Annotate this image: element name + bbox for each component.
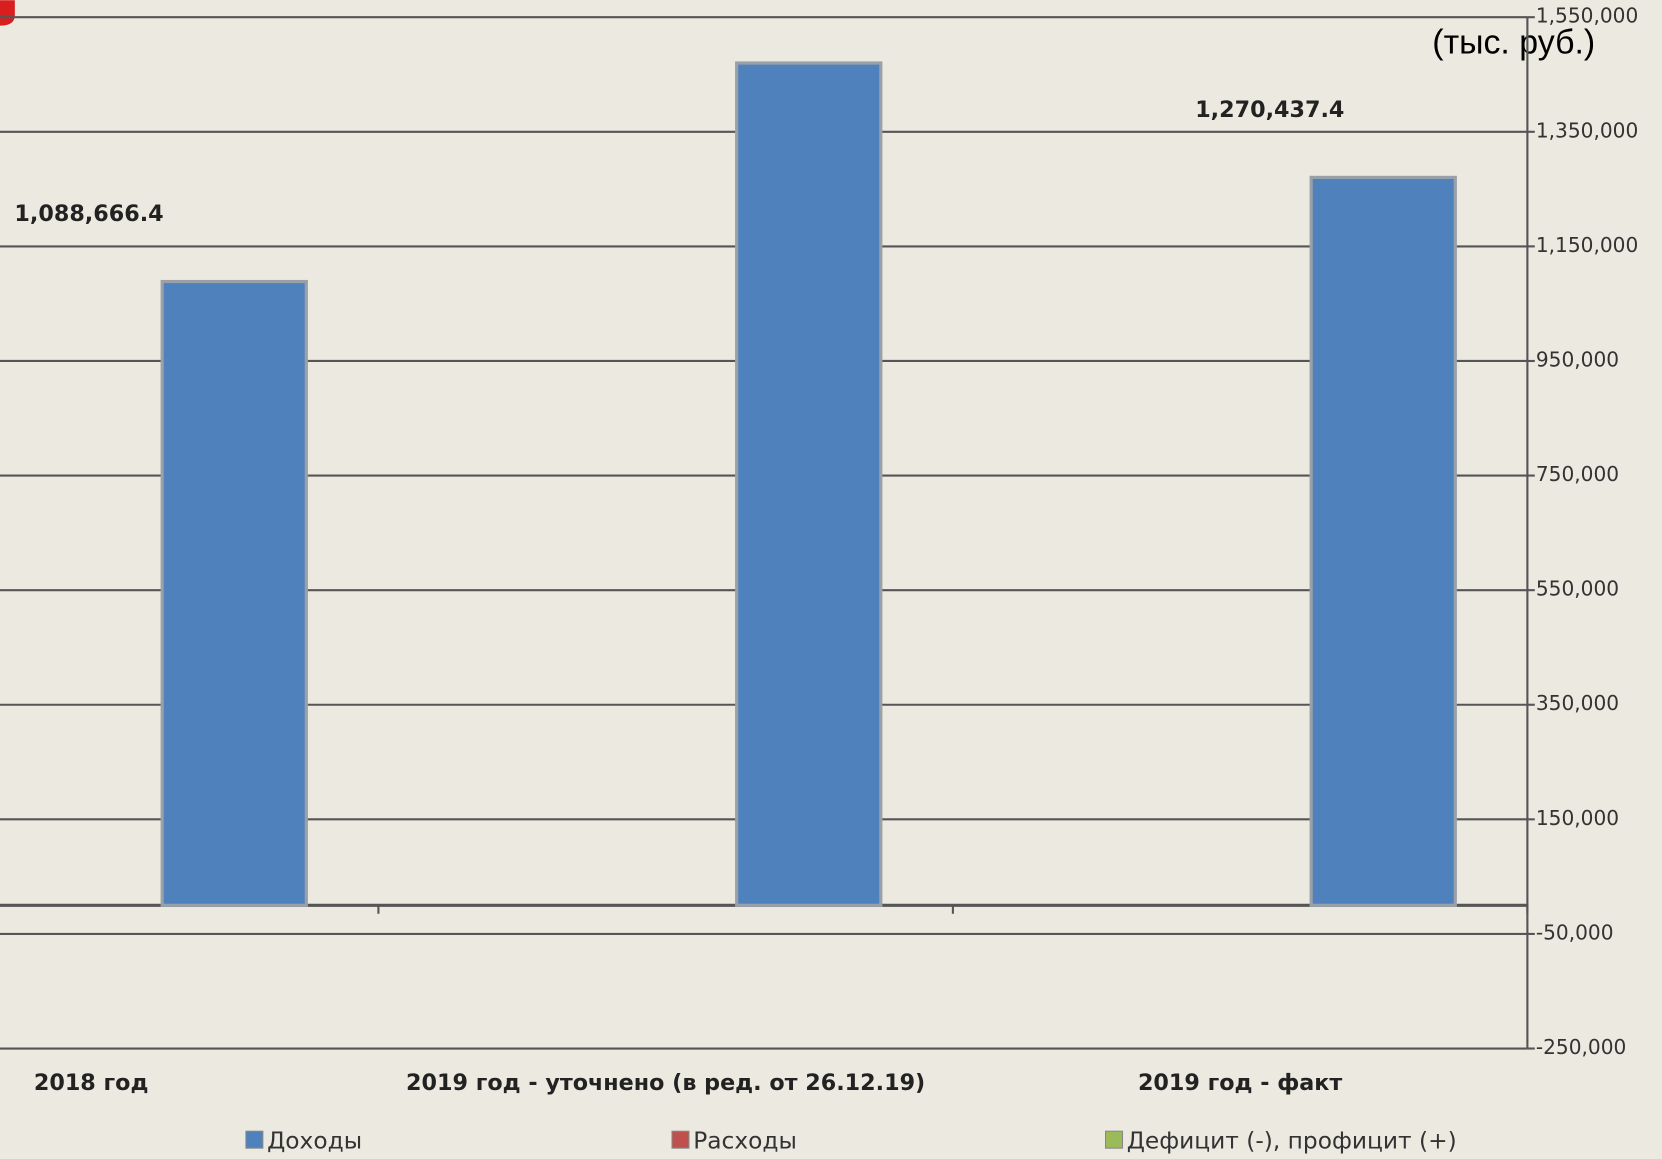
- legend-swatch: [245, 1130, 264, 1149]
- y-tick-label: 350,000: [1536, 691, 1619, 715]
- data-label: 1,270,437.4: [1195, 97, 1344, 123]
- y-tick-label: -50,000: [1536, 920, 1614, 944]
- bar: [1309, 175, 1457, 907]
- y-tick-label: 950,000: [1536, 347, 1619, 371]
- corner-marker: [0, 0, 15, 26]
- data-label: 1,088,666.4: [14, 201, 163, 227]
- y-tick-label: 550,000: [1536, 577, 1619, 601]
- x-tick-label: 2018 год: [34, 1070, 149, 1096]
- y-tick-label: 1,150,000: [1536, 233, 1638, 257]
- unit-note: (тыс. руб.): [1432, 24, 1595, 62]
- x-tick-label: 2019 год - факт: [1138, 1070, 1342, 1096]
- bar: [735, 61, 883, 907]
- legend-label: Расходы: [693, 1127, 797, 1154]
- y-tick-label: 750,000: [1536, 462, 1619, 486]
- bar: [160, 279, 308, 907]
- y-tick-label: 1,350,000: [1536, 118, 1638, 142]
- legend-swatch: [1104, 1130, 1124, 1149]
- y-tick-label: 150,000: [1536, 806, 1619, 830]
- legend-label: Дефицит (-), профицит (+): [1127, 1127, 1457, 1154]
- y-tick-label: -250,000: [1536, 1035, 1626, 1059]
- legend-swatch: [671, 1130, 690, 1149]
- y-tick-label: 1,550,000: [1536, 4, 1638, 28]
- legend-label: Доходы: [267, 1127, 362, 1154]
- x-tick-label: 2019 год - уточнено (в ред. от 26.12.19): [406, 1070, 925, 1096]
